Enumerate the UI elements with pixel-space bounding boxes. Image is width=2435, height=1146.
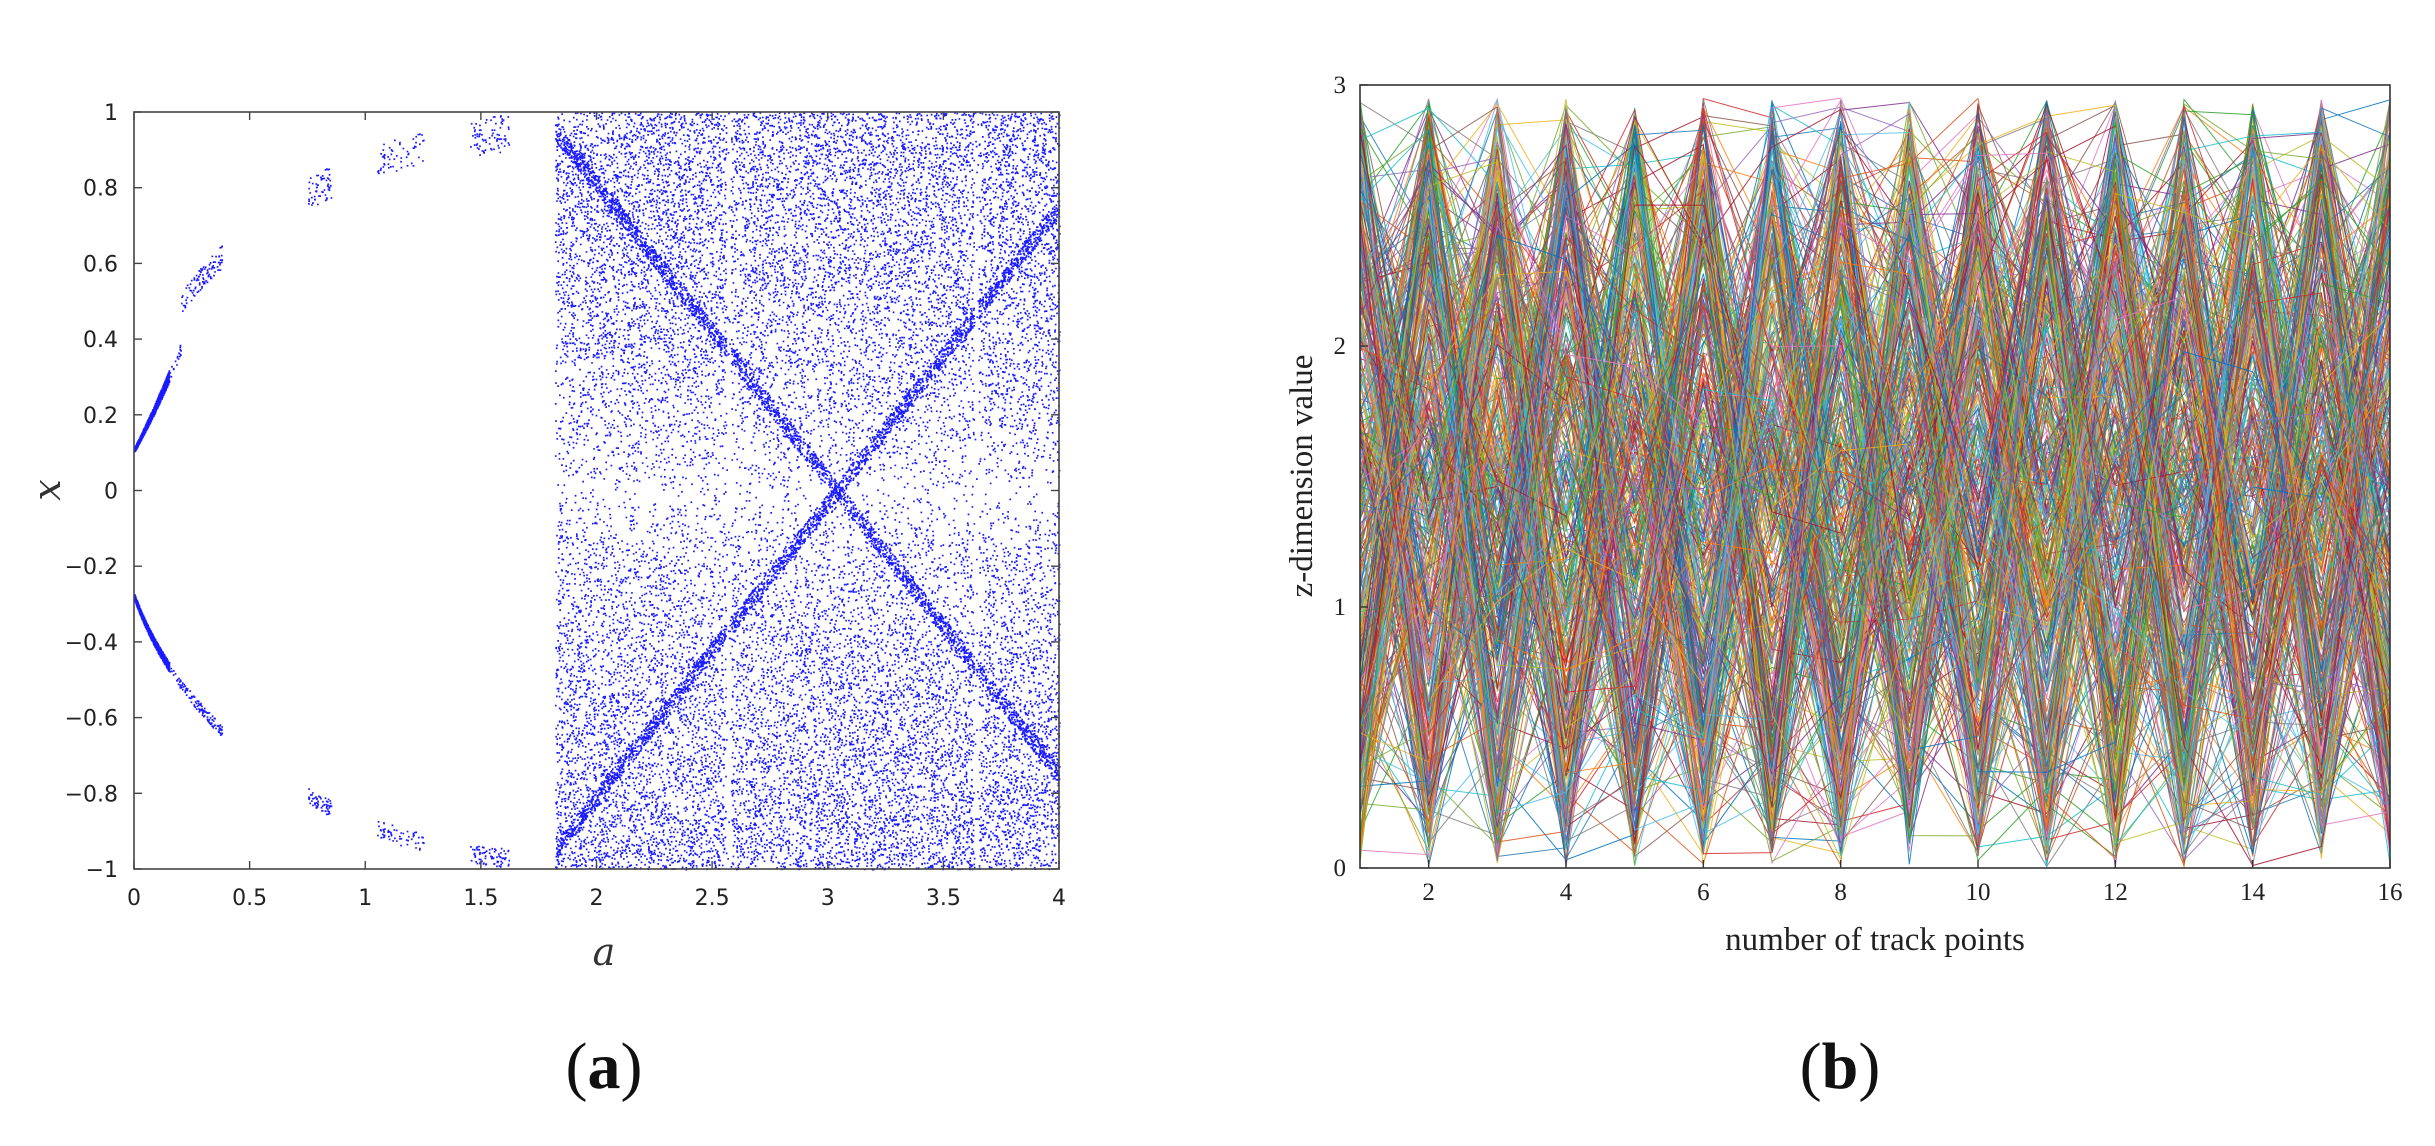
y-tick-label-a: −0.6 bbox=[65, 707, 118, 732]
track-line bbox=[1359, 149, 2391, 851]
y-ticks-a: 1 0.8 0.6 0.4 0.2 0 −0.2 −0.4 −0.6 −0.8 −1 bbox=[65, 101, 1059, 883]
track-line bbox=[1359, 185, 2391, 792]
x-tick-label-a: 3.5 bbox=[926, 886, 961, 911]
track-line bbox=[1359, 107, 2391, 750]
track-line bbox=[1359, 269, 2391, 856]
track-line bbox=[1359, 120, 2391, 842]
track-line bbox=[1359, 127, 2391, 835]
track-line bbox=[1359, 145, 2391, 851]
track-line bbox=[1359, 211, 2391, 864]
x-tick-label-a: 2.5 bbox=[695, 886, 730, 911]
y-tick-label-a: −1 bbox=[86, 858, 118, 883]
x-tick-label-a: 3 bbox=[821, 886, 835, 911]
track-line bbox=[1359, 148, 2391, 824]
track-line bbox=[1359, 145, 2391, 866]
y-axis-label-b: z-dimension value bbox=[1284, 355, 1320, 598]
track-line bbox=[1359, 258, 2391, 773]
track-line bbox=[1359, 152, 2391, 855]
x-tick-label-a: 2 bbox=[590, 886, 604, 911]
track-line bbox=[1359, 226, 2391, 833]
y-tick-label-a: −0.4 bbox=[65, 631, 118, 656]
track-line bbox=[1359, 117, 2391, 859]
track-line bbox=[1359, 97, 2391, 854]
plot-frame-b bbox=[1359, 84, 2391, 869]
y-tick-label-b: 3 bbox=[1334, 72, 1347, 99]
x-tick-label-b: 4 bbox=[1560, 879, 1573, 906]
track-line bbox=[1359, 137, 2391, 861]
y-tick-label-a: 1 bbox=[104, 101, 118, 126]
y-tick-label-b: 1 bbox=[1334, 594, 1347, 621]
track-line bbox=[1359, 171, 2391, 852]
track-line bbox=[1359, 108, 2391, 808]
y-tick-label-a: 0 bbox=[104, 480, 118, 505]
x-tick-label-a: 1.5 bbox=[463, 886, 498, 911]
x-tick-label-a: 0.5 bbox=[232, 886, 267, 911]
y-tick-label-b: 2 bbox=[1334, 333, 1347, 360]
track-line bbox=[1359, 109, 2391, 783]
x-ticks-b: 2 4 6 8 10 12 14 16 bbox=[1422, 860, 2403, 906]
x-axis-label-b: number of track points bbox=[1725, 922, 2025, 958]
track-line bbox=[1359, 120, 2391, 787]
x-tick-label-a: 0 bbox=[127, 886, 141, 911]
track-line bbox=[1359, 131, 2391, 774]
track-line bbox=[1359, 110, 2391, 746]
x-tick-label-a: 4 bbox=[1052, 886, 1066, 911]
track-line bbox=[1359, 101, 2391, 598]
x-tick-label-b: 10 bbox=[1966, 879, 1991, 906]
panel-label-b: (b) bbox=[1800, 1030, 1881, 1103]
track-line bbox=[1359, 133, 2391, 861]
x-tick-label-b: 2 bbox=[1422, 879, 1435, 906]
y-axis-label-a: x bbox=[25, 479, 69, 500]
track-line bbox=[1359, 97, 2391, 760]
track-line bbox=[1359, 159, 2391, 846]
track-lines-b bbox=[1359, 97, 2391, 868]
track-line bbox=[1359, 141, 2391, 846]
x-ticks-a: 0 0.5 1 1.5 2 2.5 3 3.5 4 bbox=[127, 112, 1066, 911]
y-tick-label-a: −0.2 bbox=[65, 555, 118, 580]
track-line bbox=[1359, 116, 2391, 811]
panel-label-a: (a) bbox=[566, 1030, 643, 1103]
y-tick-label-b: 0 bbox=[1334, 855, 1347, 882]
x-tick-label-b: 16 bbox=[2378, 879, 2403, 906]
x-tick-label-b: 6 bbox=[1697, 879, 1710, 906]
y-tick-label-a: 0.8 bbox=[83, 177, 118, 202]
y-tick-label-a: 0.2 bbox=[83, 404, 118, 429]
track-line bbox=[1359, 177, 2391, 811]
track-line bbox=[1359, 113, 2391, 814]
track-line bbox=[1359, 152, 2391, 828]
track-line bbox=[1359, 120, 2391, 820]
x-tick-label-b: 8 bbox=[1834, 879, 1847, 906]
y-ticks-b: 3 2 1 0 bbox=[1334, 72, 1368, 882]
track-line bbox=[1359, 155, 2391, 806]
y-tick-label-a: 0.6 bbox=[83, 252, 118, 277]
x-tick-label-b: 12 bbox=[2103, 879, 2128, 906]
y-tick-label-a: −0.8 bbox=[65, 782, 118, 807]
x-axis-label-a: a bbox=[593, 930, 616, 974]
track-line bbox=[1359, 129, 2391, 824]
track-line bbox=[1359, 105, 2391, 855]
chart-a: 0 0.5 1 1.5 2 2.5 3 3.5 4 1 0.8 0.6 0.4 0.2 0 −0.2 −0.4… bbox=[25, 101, 1066, 1103]
x-tick-label-b: 14 bbox=[2240, 879, 2266, 906]
x-tick-label-a: 1 bbox=[358, 886, 372, 911]
track-line bbox=[1359, 182, 2391, 738]
track-line bbox=[1359, 168, 2391, 847]
track-line bbox=[1359, 135, 2391, 775]
y-tick-label-a: 0.4 bbox=[83, 328, 118, 353]
